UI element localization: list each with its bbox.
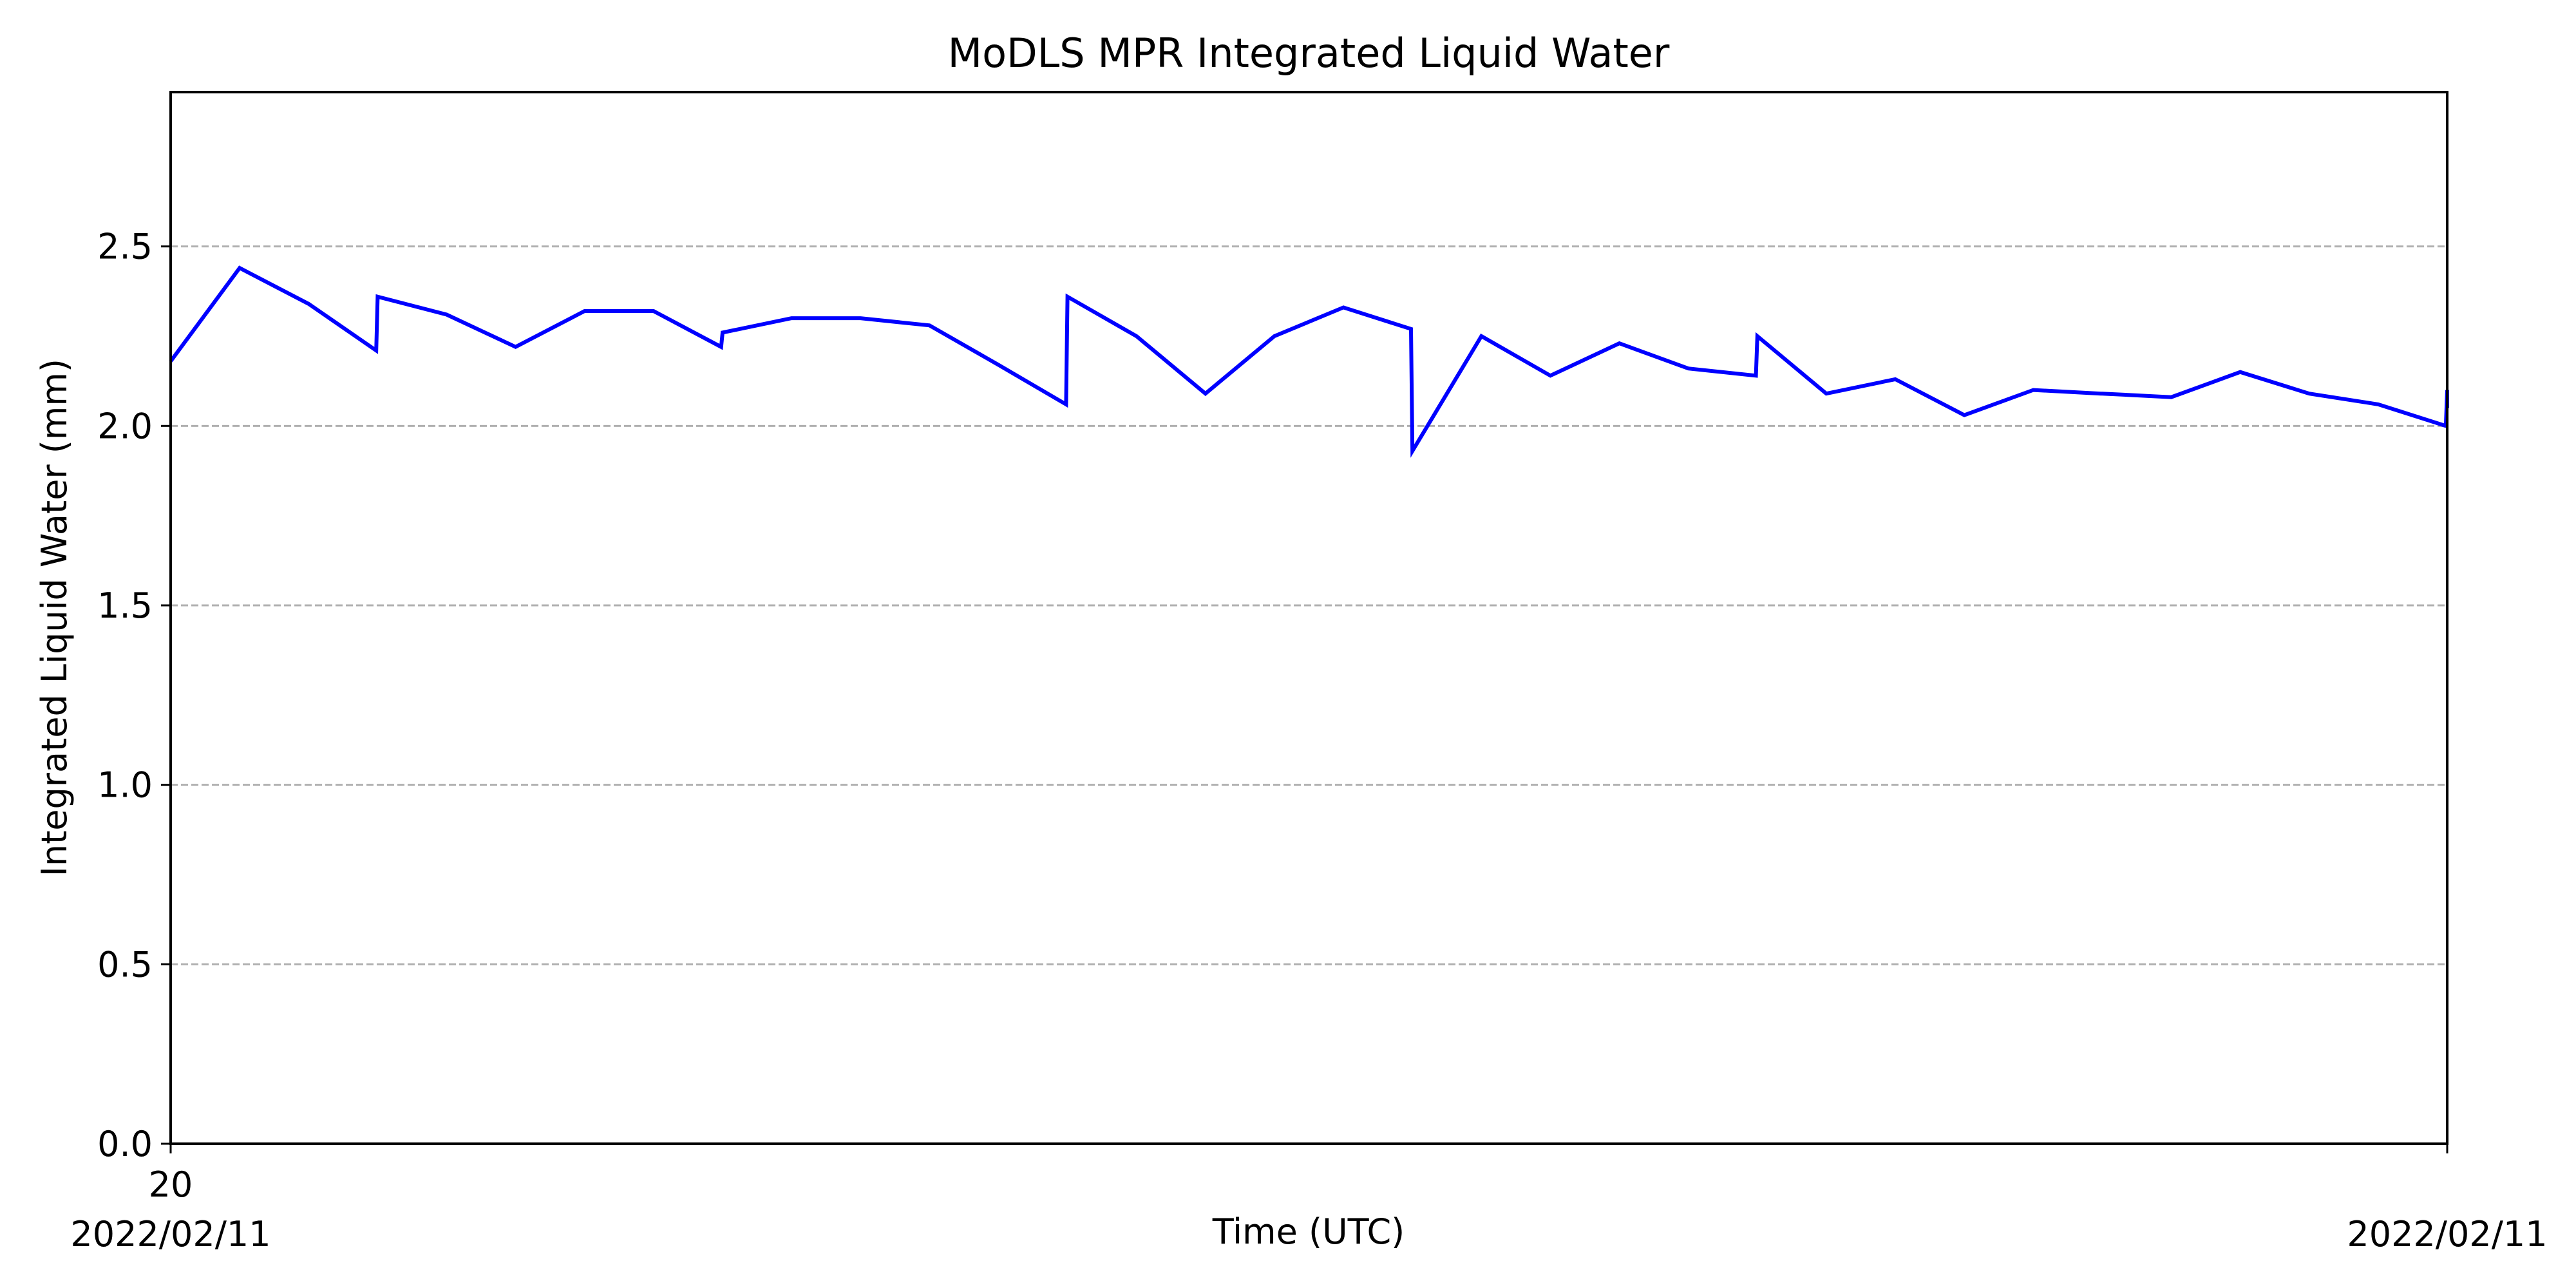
y-axis: 0.0 0.5 1.0 1.5 2.0 2.5 xyxy=(97,227,171,1164)
x-tick-label: 20 xyxy=(149,1164,193,1205)
grid-lines xyxy=(171,245,2447,965)
series-line xyxy=(169,265,2449,458)
x-tick-label: 2022/02/11 xyxy=(2347,1214,2547,1255)
y-tick-label: 0.0 xyxy=(97,1124,153,1164)
plot-frame xyxy=(169,91,2448,1145)
y-tick-label: 0.5 xyxy=(97,944,153,985)
y-tick-label: 1.0 xyxy=(97,765,153,806)
series-layer xyxy=(169,265,2449,458)
y-tick-label: 1.5 xyxy=(97,585,153,626)
chart-title: MoDLS MPR Integrated Liquid Water xyxy=(948,30,1670,77)
x-axis-label: Time (UTC) xyxy=(1212,1211,1405,1252)
x-tick-label: 2022/02/11 xyxy=(70,1214,270,1255)
y-tick-label: 2.5 xyxy=(97,227,153,267)
y-tick-label: 2.0 xyxy=(97,406,153,446)
y-axis-label: Integrated Liquid Water (mm) xyxy=(34,359,75,876)
x-axis: 20 2022/02/11 2022/02/11 xyxy=(70,1144,2548,1255)
